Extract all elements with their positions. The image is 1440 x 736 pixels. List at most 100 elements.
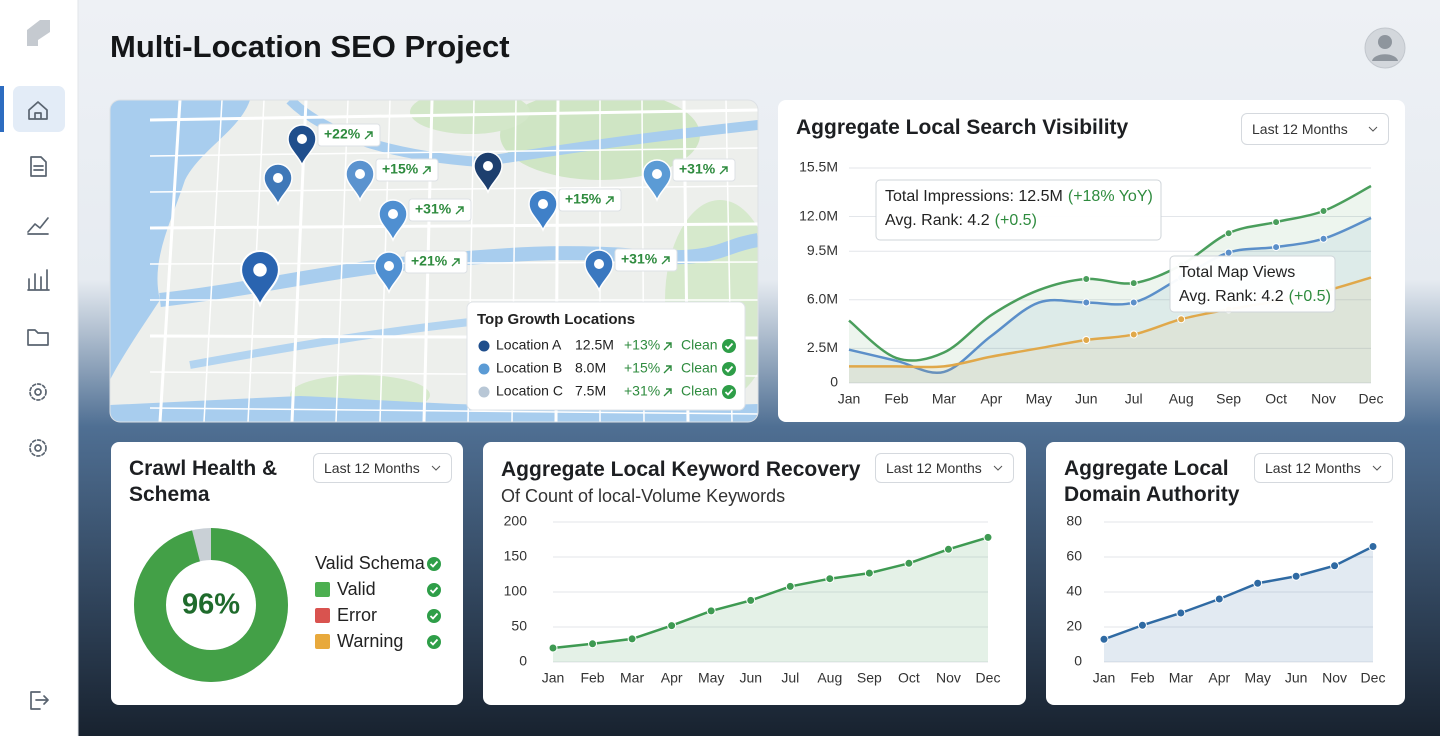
tooltip-text: Avg. Rank: 4.2: [1179, 288, 1284, 305]
dropdown[interactable]: Last 12 Months: [1254, 453, 1393, 483]
dropdown-label: Last 12 Months: [1252, 121, 1348, 137]
x-tick-label: Nov: [1322, 670, 1347, 686]
check-mark: [724, 388, 734, 396]
nav-reports[interactable]: [30, 156, 47, 177]
point: [1272, 243, 1281, 252]
x-tick-label: Jan: [542, 670, 565, 686]
area: [553, 537, 988, 662]
map-pin: [642, 159, 672, 203]
dropdown[interactable]: Last 12 Months: [875, 453, 1014, 483]
nav-files[interactable]: [27, 329, 49, 346]
point: [1319, 234, 1328, 243]
location-name: Location C: [496, 383, 563, 399]
up-arrow-icon: [663, 365, 672, 374]
check-icon: [722, 362, 736, 376]
location-growth: +13%: [624, 337, 660, 353]
area: [849, 186, 1371, 383]
map-pin-dot: [355, 169, 365, 179]
legend-label: Error: [337, 605, 377, 625]
pin-label-bg: [408, 198, 472, 222]
point: [1129, 298, 1138, 307]
point: [825, 574, 835, 584]
up-arrow-icon: [663, 388, 672, 397]
map-border: [109, 99, 759, 423]
legend-swatch: [315, 634, 330, 649]
check-mark: [429, 612, 439, 620]
pin-label-bg: [614, 248, 678, 272]
map-road: [203, 100, 223, 422]
tooltip-line: Total Map Views: [1179, 264, 1295, 281]
x-tick-label: Feb: [884, 391, 908, 407]
tooltip-note: (+0.5): [1289, 288, 1331, 305]
x-tick-label: Apr: [661, 670, 683, 686]
x-tick-label: Mar: [1169, 670, 1193, 686]
up-arrow-icon: [605, 196, 614, 205]
map-pin: [374, 251, 404, 295]
nav-analytics[interactable]: [27, 269, 50, 291]
tooltip-note: (+18% YoY): [1068, 188, 1153, 205]
map-pin-dot: [594, 259, 604, 269]
area: [1104, 546, 1373, 662]
location-status: Clean: [681, 383, 718, 399]
point: [943, 544, 953, 554]
dropdown[interactable]: Last 12 Months: [1241, 113, 1389, 145]
x-tick-label: Apr: [980, 391, 1002, 407]
check-mark: [429, 560, 439, 568]
tooltip-line: Avg. Rank: 4.2 (+0.5): [1179, 288, 1331, 305]
x-tick-label: Mar: [620, 670, 644, 686]
location-value: 12.5M: [575, 337, 614, 353]
y-tick-label: 80: [1066, 513, 1082, 529]
map-pin: [473, 151, 503, 195]
x-tick-label: Nov: [1311, 391, 1336, 407]
avatar[interactable]: [1364, 27, 1406, 69]
dropdown[interactable]: Last 12 Months: [313, 453, 452, 483]
tooltip-note: (+0.5): [995, 212, 1037, 229]
line: [848, 216, 1372, 375]
page-title: Multi-Location SEO Project: [110, 29, 510, 64]
chart-title: Aggregate Local Search Visibility: [796, 116, 1129, 139]
x-tick-label: Apr: [1208, 670, 1230, 686]
nav-trends[interactable]: [27, 217, 49, 235]
y-tick-label: 0: [830, 374, 838, 390]
x-tick-label: Jun: [739, 670, 762, 686]
map-road: [149, 147, 758, 157]
nav-settings-2[interactable]: [29, 439, 47, 457]
nav-home[interactable]: [28, 101, 48, 120]
map-road: [158, 100, 182, 422]
map-pin: [240, 250, 280, 308]
point: [588, 639, 598, 649]
x-tick-label: Sep: [857, 670, 882, 686]
map-pin: [378, 199, 408, 243]
x-tick-label: Aug: [1169, 391, 1194, 407]
chart-title: Aggregate Local Domain Authority: [1064, 457, 1240, 506]
nav-settings[interactable]: [29, 383, 47, 401]
map-pin-dot: [273, 173, 283, 183]
nav-active-bg: [13, 86, 65, 132]
point: [1214, 594, 1224, 604]
legend-dot: [478, 340, 490, 352]
location-value: 7.5M: [575, 383, 606, 399]
logo: [27, 20, 50, 46]
y-tick-label: 20: [1066, 618, 1082, 634]
legend-title: Valid Schema: [315, 553, 426, 573]
point: [1330, 561, 1340, 571]
legend-title: Top Growth Locations: [477, 311, 635, 328]
x-tick-label: May: [1026, 391, 1052, 407]
x-tick-label: Feb: [580, 670, 604, 686]
pin-label: +15%: [382, 161, 419, 177]
dropdown-label: Last 12 Months: [886, 460, 982, 476]
nav-logout[interactable]: [30, 691, 49, 710]
pin-label-bg: [317, 123, 381, 147]
point: [1319, 207, 1328, 215]
pin-label-bg: [558, 188, 622, 212]
panel: [483, 442, 1026, 705]
x-tick-label: Jan: [838, 391, 861, 407]
location-growth: +15%: [624, 360, 660, 376]
check-icon: [427, 609, 441, 623]
x-tick-label: May: [698, 670, 724, 686]
map-pin-dot: [652, 169, 662, 179]
point: [706, 606, 716, 616]
point: [864, 568, 874, 578]
